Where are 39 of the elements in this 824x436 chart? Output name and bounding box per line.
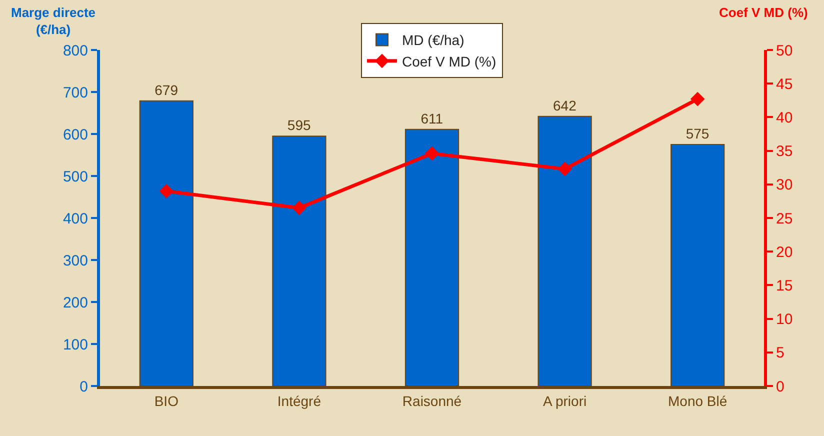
y2-tick-label: 20: [776, 244, 793, 261]
y2-tick-label: 35: [776, 143, 793, 160]
point: [292, 200, 306, 216]
data-label: 679: [154, 82, 178, 98]
y-tick-label: 100: [62, 336, 88, 354]
y-tick-label: 600: [62, 126, 88, 144]
y-tick-label: 200: [62, 294, 88, 312]
point: [558, 162, 572, 176]
y-tick-label: 700: [62, 84, 88, 102]
y2-tick-label: 25: [776, 210, 793, 228]
data-label: 611: [420, 110, 444, 126]
point: [424, 146, 440, 161]
y2-tick-label: 30: [776, 176, 793, 194]
y2-tick-label: 45: [776, 76, 793, 93]
y-tick-label: 0: [80, 378, 88, 396]
y-tick-label: 800: [62, 42, 88, 60]
y-tick-label: 400: [62, 210, 88, 228]
y2-tick-label: 15: [776, 277, 793, 294]
y2-tick-label: 5: [776, 344, 784, 362]
y-axis-title: Marge directe (€/ha): [11, 5, 96, 37]
x-tick-label: A priori: [543, 392, 587, 409]
x-tick-label: Raisonné: [402, 392, 462, 409]
data-label: 642: [553, 97, 577, 114]
point: [690, 92, 705, 106]
y-tick-label: 500: [62, 168, 88, 186]
data-label: 595: [287, 117, 311, 134]
y-tick-label: 300: [62, 252, 88, 270]
data-label: 575: [686, 126, 710, 142]
point: [159, 184, 174, 198]
x-tick-label: Mono Blé: [668, 392, 728, 409]
x-tick-label: BIO: [154, 392, 179, 409]
y2-tick-label: 10: [776, 311, 793, 328]
y2-tick-label: 50: [776, 42, 793, 60]
y2-tick-label: 0: [776, 378, 784, 396]
x-tick-label: Intégré: [277, 392, 322, 409]
legend-label: MD (€/ha): [402, 32, 464, 48]
y2-tick-label: 40: [776, 109, 793, 126]
y2-axis-title: Coef V MD (%): [719, 5, 808, 20]
legend-label: Coef V MD (%): [402, 53, 496, 70]
